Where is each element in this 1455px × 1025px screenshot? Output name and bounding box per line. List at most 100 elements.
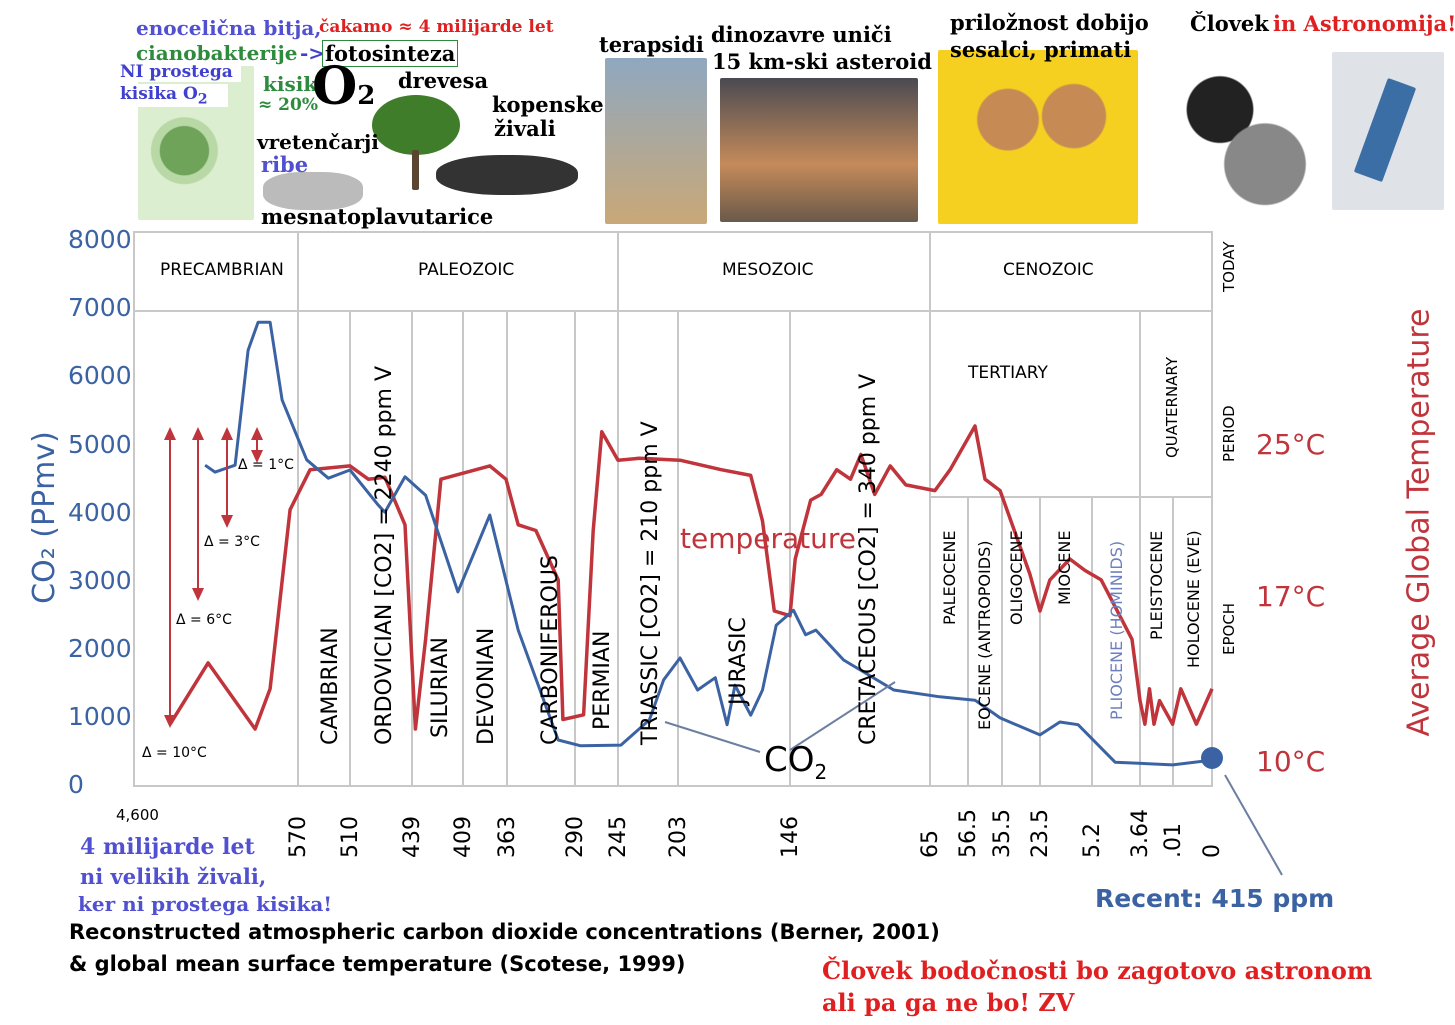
caption-2: & global mean surface temperature (Scote… xyxy=(69,952,686,976)
x-tick-label: 203 xyxy=(666,816,691,858)
period-label: PERMIAN xyxy=(590,630,615,730)
plot-frame xyxy=(133,231,1213,787)
tree-image xyxy=(372,95,460,155)
period-label: CAMBRIAN xyxy=(318,627,343,745)
label-oxygen: kisik xyxy=(263,72,318,96)
epoch-label: HOLOCENE (EVE) xyxy=(1184,530,1203,668)
today-label: TODAY xyxy=(1220,241,1238,292)
tree-trunk xyxy=(412,150,419,190)
y-tick-label: 6000 xyxy=(68,361,132,391)
epoch-axis-label: EPOCH xyxy=(1220,602,1238,655)
period-label: JURASIC xyxy=(726,617,751,705)
label-fish: ribe xyxy=(261,152,309,177)
delta-label: Δ = 3°C xyxy=(204,534,260,550)
temperature-label: temperature xyxy=(680,522,856,555)
label-trees: drevesa xyxy=(398,68,489,93)
period-label: ORDOVICIAN [CO2] = 2240 ppm V xyxy=(372,365,397,745)
x-tick-label: 439 xyxy=(400,816,425,858)
y-tick-label: 0 xyxy=(68,770,84,799)
therapsid-image xyxy=(605,58,707,224)
epoch-label: PLEISTOCENE xyxy=(1147,530,1166,640)
right-tick-10: 10°C xyxy=(1256,745,1326,778)
period-label: TRIASSIC [CO2] = 210 ppm V xyxy=(638,421,663,745)
label-dino-2: 15 km-ski asteroid xyxy=(712,49,932,74)
period-label: TERTIARY xyxy=(968,363,1048,383)
pointer-arrow xyxy=(789,681,896,751)
x-tick-label: 570 xyxy=(286,816,311,858)
period-label: DEVONIAN xyxy=(474,627,499,745)
today-co2-dot xyxy=(1201,747,1223,769)
epoch-label: MIOCENE xyxy=(1055,530,1074,605)
co2-label: CO2 xyxy=(764,740,827,784)
label-single-celled: enocelična bitja, xyxy=(136,16,322,40)
x-tick-label: 4,600 xyxy=(116,806,159,824)
label-human: Človek xyxy=(1190,11,1269,36)
recent-co2: Recent: 415 ppm xyxy=(1095,884,1335,913)
x-tick-label: 3.64 xyxy=(1128,809,1153,858)
label-bottom-1: 4 milijarde let xyxy=(80,834,255,860)
y-tick-label: 7000 xyxy=(68,293,132,323)
series-lines xyxy=(168,320,1223,769)
pointer-arrow xyxy=(664,721,761,753)
label-lobe-finned: mesnatoplavutarice xyxy=(261,204,494,229)
delta-label: Δ = 6°C xyxy=(176,612,232,628)
label-no-oxygen-1: NI prostega xyxy=(120,62,241,82)
period-label: QUATERNARY xyxy=(1163,356,1181,458)
label-o2: O2 xyxy=(312,56,375,117)
y-axis-label-right: Average Global Temperature xyxy=(1401,308,1437,737)
label-opportunity-2: sesalci, primati xyxy=(950,37,1132,62)
y-tick-label: 4000 xyxy=(68,497,132,527)
annotation-arrows xyxy=(164,427,1283,876)
no-oxygen-sub: 2 xyxy=(197,91,208,108)
co2-sub: 2 xyxy=(814,759,828,784)
label-waiting: čakamo ≈ 4 milijarde let xyxy=(319,17,554,37)
x-tick-label: 409 xyxy=(451,816,476,858)
arrow-text: -> xyxy=(300,41,326,65)
caveman-image xyxy=(1148,55,1328,211)
epoch-label: PLIOCENE (HOMINIDS) xyxy=(1107,540,1126,720)
primates-image xyxy=(938,50,1138,224)
y-tick-label: 1000 xyxy=(68,701,132,731)
y-tick-label: 3000 xyxy=(68,565,132,595)
o2-sub: 2 xyxy=(357,81,376,111)
asteroid-dinosaur-image xyxy=(720,78,918,222)
label-therapsids: terapsidi xyxy=(599,32,704,57)
fish-image xyxy=(263,172,363,210)
era-label: CENOZOIC xyxy=(1003,260,1094,280)
x-tick-label: 245 xyxy=(606,816,631,858)
epoch-label: OLIGOCENE xyxy=(1007,530,1026,625)
period-label: CRETACEOUS [CO2] = 340 ppm V xyxy=(856,373,881,745)
era-label: PALEOZOIC xyxy=(418,260,515,280)
label-no-oxygen-2: kisika O2 xyxy=(120,84,228,108)
x-tick-label: 56.5 xyxy=(956,809,981,858)
delta-label: Δ = 1°C xyxy=(238,457,294,473)
period-label: SILURIAN xyxy=(428,637,453,738)
period-axis-label: PERIOD xyxy=(1220,405,1238,462)
o2-text: O xyxy=(312,56,358,117)
label-vertebrates: vretenčarji xyxy=(257,130,379,154)
x-tick-label: 5.2 xyxy=(1080,823,1105,858)
right-tick-25: 25°C xyxy=(1256,428,1326,461)
delta-arrow-head xyxy=(251,427,263,463)
y-tick-label: 2000 xyxy=(68,633,132,663)
label-photosynthesis: fotosinteza xyxy=(322,40,459,67)
label-bottom-2: ni velikih živali, xyxy=(80,864,267,889)
label-land-animals-1: kopenske xyxy=(492,92,604,117)
era-label: PRECAMBRIAN xyxy=(160,260,284,280)
co2-text: CO xyxy=(764,740,815,780)
co2-line xyxy=(204,320,1213,767)
amphibian-image xyxy=(436,155,578,195)
label-bottom-3: ker ni prostega kisika! xyxy=(78,892,333,916)
delta-label: Δ = 10°C xyxy=(142,745,207,761)
label-land-animals-2: živali xyxy=(494,116,556,141)
y-tick-label: 5000 xyxy=(68,429,132,459)
label-astronomy: in Astronomija! xyxy=(1273,11,1455,36)
era-label: MESOZOIC xyxy=(722,260,814,280)
x-tick-label: 146 xyxy=(778,816,803,858)
future-2: ali pa ga ne bo! ZV xyxy=(822,988,1075,1017)
pointer-arrow xyxy=(1224,774,1283,876)
x-tick-label: 510 xyxy=(338,816,363,858)
x-tick-label: 23.5 xyxy=(1028,809,1053,858)
future-1: Človek bodočnosti bo zagotovo astronom xyxy=(822,956,1373,985)
